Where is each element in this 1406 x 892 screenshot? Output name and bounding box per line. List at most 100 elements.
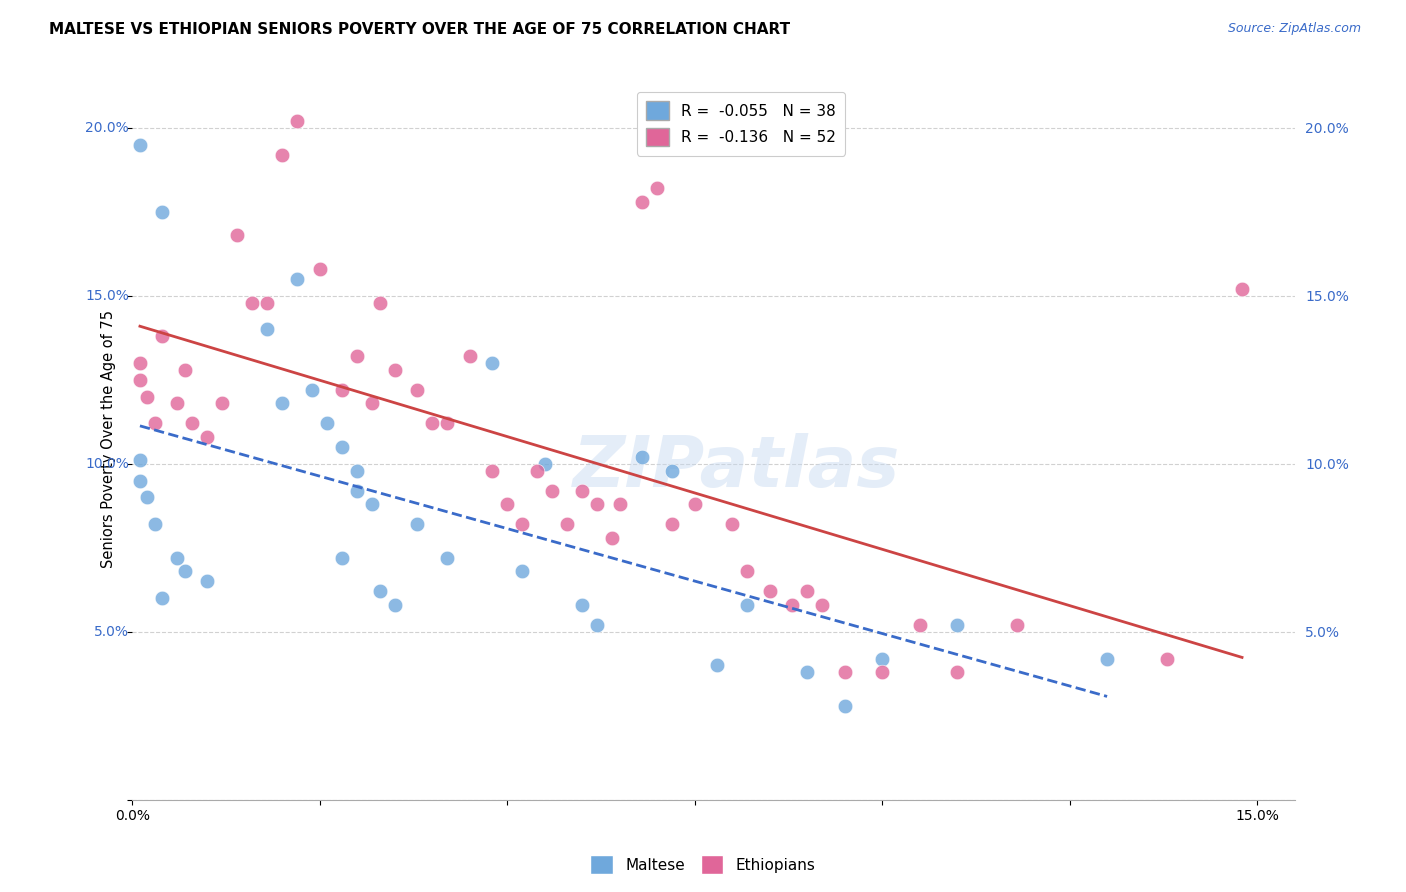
Ethiopians	[287, 114, 309, 128]
Legend: R =  -0.055   N = 38, R =  -0.136   N = 52: R = -0.055 N = 38, R = -0.136 N = 52	[637, 92, 845, 155]
Maltese	[834, 698, 856, 713]
Ethiopians	[129, 356, 152, 370]
Maltese	[346, 483, 368, 498]
Ethiopians	[796, 584, 818, 599]
Maltese	[796, 665, 818, 679]
Maltese	[436, 550, 458, 565]
Ethiopians	[309, 262, 332, 277]
Ethiopians	[197, 430, 219, 444]
Ethiopians	[436, 417, 458, 431]
Text: Source: ZipAtlas.com: Source: ZipAtlas.com	[1227, 22, 1361, 36]
Maltese	[346, 463, 368, 477]
Maltese	[152, 591, 174, 606]
Maltese	[136, 491, 159, 505]
Ethiopians	[361, 396, 384, 410]
Ethiopians	[346, 349, 368, 363]
Ethiopians	[631, 194, 654, 209]
Ethiopians	[811, 598, 834, 612]
Text: MALTESE VS ETHIOPIAN SENIORS POVERTY OVER THE AGE OF 75 CORRELATION CHART: MALTESE VS ETHIOPIAN SENIORS POVERTY OVE…	[49, 22, 790, 37]
Text: 15.0%: 15.0%	[86, 289, 129, 302]
Maltese	[332, 440, 354, 454]
Maltese	[287, 272, 309, 286]
Ethiopians	[908, 618, 931, 632]
Maltese	[361, 497, 384, 511]
Maltese	[271, 396, 294, 410]
Ethiopians	[609, 497, 631, 511]
Maltese	[368, 584, 391, 599]
Ethiopians	[758, 584, 780, 599]
Ethiopians	[1005, 618, 1028, 632]
Ethiopians	[384, 362, 406, 376]
Ethiopians	[458, 349, 481, 363]
Ethiopians	[571, 483, 593, 498]
Maltese	[316, 417, 339, 431]
Ethiopians	[152, 329, 174, 343]
Maltese	[586, 618, 609, 632]
Text: 20.0%: 20.0%	[86, 120, 129, 135]
Ethiopians	[541, 483, 564, 498]
Maltese	[197, 574, 219, 589]
Ethiopians	[735, 564, 758, 578]
Ethiopians	[526, 463, 548, 477]
Maltese	[870, 651, 893, 665]
Text: 10.0%: 10.0%	[86, 457, 129, 471]
Maltese	[384, 598, 406, 612]
Ethiopians	[166, 396, 188, 410]
Ethiopians	[946, 665, 969, 679]
Maltese	[166, 550, 188, 565]
Ethiopians	[332, 383, 354, 397]
Maltese	[1095, 651, 1118, 665]
Y-axis label: Seniors Poverty Over the Age of 75: Seniors Poverty Over the Age of 75	[101, 310, 117, 567]
Maltese	[571, 598, 593, 612]
Maltese	[533, 457, 555, 471]
Ethiopians	[683, 497, 706, 511]
Maltese	[481, 356, 503, 370]
Maltese	[143, 517, 166, 532]
Ethiopians	[645, 181, 668, 195]
Maltese	[406, 517, 429, 532]
Ethiopians	[136, 390, 159, 404]
Maltese	[256, 322, 278, 336]
Ethiopians	[129, 373, 152, 387]
Ethiopians	[181, 417, 204, 431]
Maltese	[631, 450, 654, 464]
Ethiopians	[510, 517, 533, 532]
Ethiopians	[211, 396, 233, 410]
Maltese	[129, 453, 152, 467]
Maltese	[129, 474, 152, 488]
Ethiopians	[256, 295, 278, 310]
Ethiopians	[1230, 282, 1253, 296]
Ethiopians	[496, 497, 519, 511]
Maltese	[510, 564, 533, 578]
Maltese	[152, 204, 174, 219]
Ethiopians	[555, 517, 578, 532]
Ethiopians	[406, 383, 429, 397]
Maltese	[129, 137, 152, 152]
Ethiopians	[271, 147, 294, 161]
Maltese	[946, 618, 969, 632]
Maltese	[661, 463, 683, 477]
Maltese	[706, 658, 728, 673]
Maltese	[735, 598, 758, 612]
Ethiopians	[174, 362, 197, 376]
Ethiopians	[143, 417, 166, 431]
Maltese	[174, 564, 197, 578]
Ethiopians	[226, 228, 249, 243]
Ethiopians	[834, 665, 856, 679]
Maltese	[301, 383, 323, 397]
Ethiopians	[870, 665, 893, 679]
Ethiopians	[721, 517, 744, 532]
Ethiopians	[586, 497, 609, 511]
Text: ZIPatlas: ZIPatlas	[574, 433, 900, 502]
Ethiopians	[242, 295, 264, 310]
Ethiopians	[600, 531, 623, 545]
Maltese	[332, 550, 354, 565]
Text: 5.0%: 5.0%	[94, 624, 129, 639]
Ethiopians	[481, 463, 503, 477]
Ethiopians	[661, 517, 683, 532]
Ethiopians	[420, 417, 443, 431]
Ethiopians	[368, 295, 391, 310]
Ethiopians	[780, 598, 803, 612]
Legend: Maltese, Ethiopians: Maltese, Ethiopians	[585, 849, 821, 880]
Ethiopians	[1156, 651, 1178, 665]
